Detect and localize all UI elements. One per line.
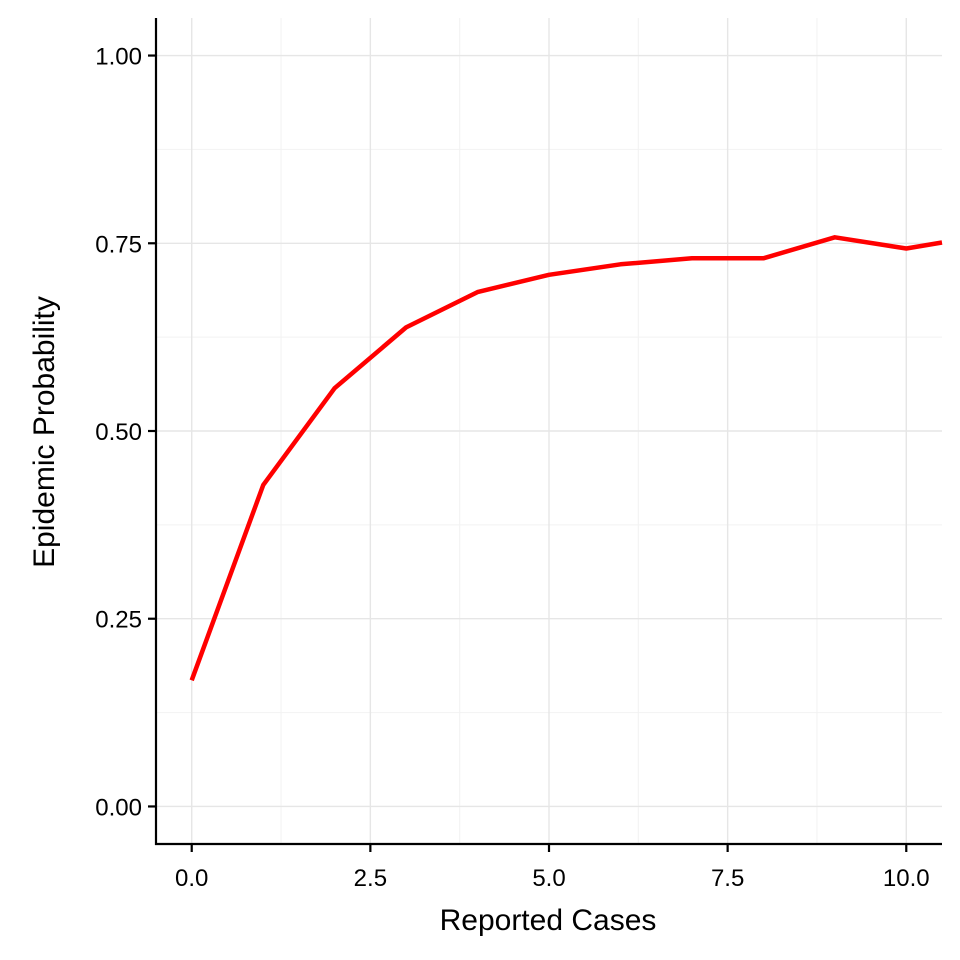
x-tick-labels: 0.0 2.5 5.0 7.5 10.0	[175, 865, 930, 892]
x-tick-label: 10.0	[883, 865, 930, 892]
x-axis-title: Reported Cases	[440, 904, 657, 937]
y-tick-label: 0.75	[95, 231, 142, 258]
x-tick-label: 5.0	[532, 865, 565, 892]
x-tick-label: 2.5	[354, 865, 387, 892]
y-axis-title: Epidemic Probability	[28, 296, 61, 568]
y-tick-label: 0.50	[95, 419, 142, 446]
axes	[148, 18, 942, 852]
y-tick-label: 0.00	[95, 794, 142, 821]
x-tick-label: 0.0	[175, 865, 208, 892]
y-tick-labels: 0.00 0.25 0.50 0.75 1.00	[95, 44, 142, 822]
series-line	[189, 235, 943, 682]
series-layer	[189, 235, 943, 682]
x-tick-label: 7.5	[711, 865, 744, 892]
y-tick-label: 1.00	[95, 44, 142, 71]
grid-lines	[156, 18, 942, 844]
y-tick-label: 0.25	[95, 607, 142, 634]
